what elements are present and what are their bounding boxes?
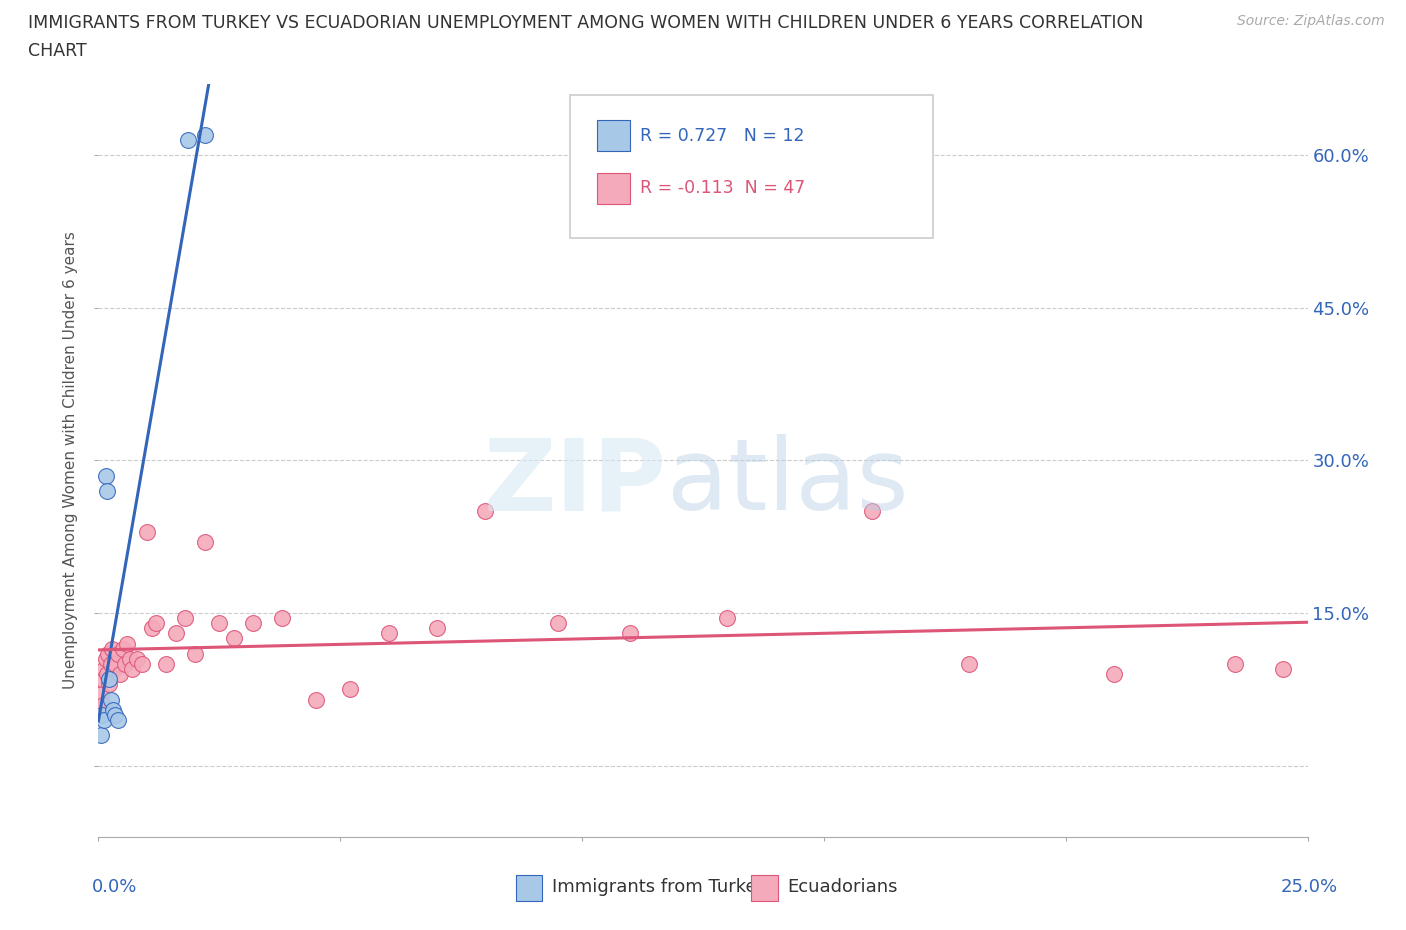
- Point: [93, 712, 115, 727]
- Point: [305, 692, 328, 707]
- Point: [141, 621, 163, 636]
- Point: [474, 504, 496, 519]
- Point: [118, 651, 141, 666]
- Point: [174, 611, 197, 626]
- Point: [96, 484, 118, 498]
- Point: [1223, 657, 1246, 671]
- Text: Ecuadorians: Ecuadorians: [787, 879, 898, 897]
- Bar: [596, 173, 630, 205]
- Point: [547, 616, 569, 631]
- Point: [91, 708, 114, 723]
- Point: [127, 651, 149, 666]
- Point: [155, 657, 177, 671]
- Point: [619, 626, 641, 641]
- Point: [377, 626, 399, 641]
- Bar: [516, 874, 543, 901]
- Point: [100, 692, 122, 707]
- Bar: [596, 120, 630, 152]
- Point: [108, 667, 131, 682]
- Point: [101, 702, 124, 717]
- Point: [104, 657, 127, 671]
- Point: [96, 667, 118, 682]
- Point: [177, 132, 200, 147]
- Point: [91, 671, 114, 686]
- Point: [94, 468, 117, 483]
- Point: [957, 657, 980, 671]
- Text: CHART: CHART: [28, 42, 87, 60]
- Point: [101, 642, 124, 657]
- Text: 25.0%: 25.0%: [1281, 879, 1339, 897]
- Point: [107, 646, 129, 661]
- Point: [135, 525, 157, 539]
- Point: [90, 687, 112, 702]
- Point: [97, 646, 120, 661]
- Text: atlas: atlas: [666, 434, 908, 531]
- Point: [98, 677, 121, 692]
- Text: IMMIGRANTS FROM TURKEY VS ECUADORIAN UNEMPLOYMENT AMONG WOMEN WITH CHILDREN UNDE: IMMIGRANTS FROM TURKEY VS ECUADORIAN UNE…: [28, 14, 1143, 32]
- Text: R = 0.727   N = 12: R = 0.727 N = 12: [640, 126, 804, 145]
- Point: [131, 657, 153, 671]
- Point: [107, 712, 129, 727]
- FancyBboxPatch shape: [569, 95, 932, 238]
- Point: [184, 646, 207, 661]
- Point: [1102, 667, 1125, 682]
- Bar: [751, 874, 778, 901]
- Text: Source: ZipAtlas.com: Source: ZipAtlas.com: [1237, 14, 1385, 28]
- Point: [100, 657, 122, 671]
- Point: [90, 728, 112, 743]
- Point: [103, 661, 125, 676]
- Point: [716, 611, 738, 626]
- Point: [339, 682, 361, 697]
- Point: [91, 698, 114, 712]
- Point: [117, 636, 139, 651]
- Point: [194, 535, 217, 550]
- Y-axis label: Unemployment Among Women with Children Under 6 years: Unemployment Among Women with Children U…: [63, 232, 79, 689]
- Point: [145, 616, 167, 631]
- Point: [94, 651, 117, 666]
- Point: [93, 661, 115, 676]
- Point: [426, 621, 449, 636]
- Point: [165, 626, 187, 641]
- Text: Immigrants from Turkey: Immigrants from Turkey: [551, 879, 768, 897]
- Text: R = -0.113  N = 47: R = -0.113 N = 47: [640, 179, 806, 197]
- Point: [121, 661, 143, 676]
- Point: [89, 702, 111, 717]
- Point: [111, 642, 134, 657]
- Point: [860, 504, 883, 519]
- Point: [271, 611, 294, 626]
- Point: [222, 631, 245, 646]
- Point: [242, 616, 264, 631]
- Point: [1272, 661, 1295, 676]
- Point: [104, 708, 127, 723]
- Text: 0.0%: 0.0%: [93, 879, 138, 897]
- Point: [114, 657, 136, 671]
- Point: [208, 616, 231, 631]
- Point: [98, 671, 121, 686]
- Text: ZIP: ZIP: [484, 434, 666, 531]
- Point: [194, 127, 217, 142]
